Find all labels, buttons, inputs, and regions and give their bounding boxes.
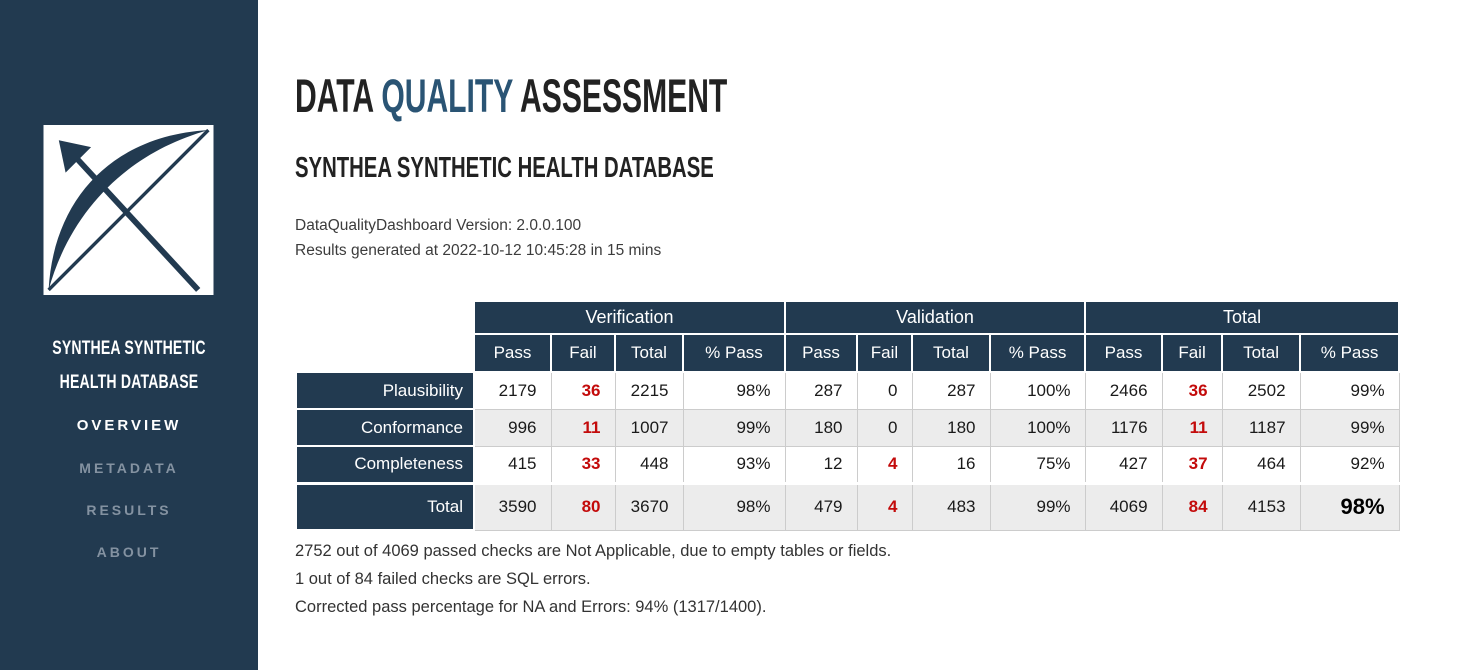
cell-fail: 0 (856, 408, 913, 447)
footnote-not-applicable: 2752 out of 4069 passed checks are Not A… (295, 542, 892, 560)
cell: 2466 (1084, 371, 1163, 410)
row-label: Completeness (295, 445, 475, 484)
cell: 180 (784, 408, 858, 447)
cell: 99% (682, 408, 786, 447)
sidebar-database-title: SYNTHEA SYNTHETIC HEALTH DATABASE (52, 338, 206, 393)
cell: 3590 (473, 481, 552, 531)
cell: 92% (1299, 445, 1400, 484)
cell-fail: 36 (1161, 371, 1223, 410)
page-title-prefix: DATA (295, 69, 382, 122)
cell: 180 (911, 408, 991, 447)
table-row-conformance: Conformance 996 11 1007 99% 180 0 180 10… (295, 408, 1400, 447)
cell-fail: 84 (1161, 481, 1223, 531)
footnotes: 2752 out of 4069 passed checks are Not A… (295, 537, 1477, 621)
cell: 4153 (1221, 481, 1301, 531)
cell: 99% (989, 481, 1086, 531)
cell-fail: 0 (856, 371, 913, 410)
cell: 98% (682, 371, 786, 410)
bow-and-arrow-logo-icon (42, 125, 215, 295)
sub-header-row: Pass Fail Total % Pass Pass Fail Total %… (296, 333, 1401, 373)
col-header-fail: Fail (1161, 333, 1224, 373)
col-header-total: Total (614, 333, 684, 373)
cell: 99% (1299, 371, 1400, 410)
cell: 98% (682, 481, 786, 531)
cell: 287 (784, 371, 858, 410)
cell: 16 (911, 445, 991, 484)
version-line: DataQualityDashboard Version: 2.0.0.100 (295, 217, 582, 234)
table-row-plausibility: Plausibility 2179 36 2215 98% 287 0 287 … (295, 371, 1400, 410)
cell-fail: 11 (550, 408, 616, 447)
group-header-validation: Validation (783, 300, 1087, 335)
cell: 427 (1084, 445, 1163, 484)
cell: 93% (682, 445, 786, 484)
col-header-pass: Pass (1084, 333, 1164, 373)
col-header-total: Total (911, 333, 991, 373)
col-header-total: Total (1221, 333, 1302, 373)
cell: 100% (989, 371, 1086, 410)
cell-fail: 11 (1161, 408, 1223, 447)
cell: 2502 (1221, 371, 1301, 410)
col-header-pass: Pass (473, 333, 552, 373)
sidebar: SYNTHEA SYNTHETIC HEALTH DATABASE OVERVI… (0, 0, 258, 670)
page-title: DATA QUALITY ASSESSMENT (295, 68, 727, 123)
cell: 75% (989, 445, 1086, 484)
col-header-pass: Pass (784, 333, 858, 373)
corner-blank (296, 301, 474, 334)
database-subtitle: SYNTHEA SYNTHETIC HEALTH DATABASE (295, 152, 714, 184)
cell: 483 (911, 481, 991, 531)
page-title-highlight: QUALITY (381, 69, 513, 122)
cell: 1187 (1221, 408, 1301, 447)
cell: 415 (473, 445, 552, 484)
cell: 12 (784, 445, 858, 484)
cell: 464 (1221, 445, 1301, 484)
col-header-pct-pass: % Pass (1299, 333, 1401, 373)
row-label: Conformance (295, 408, 475, 447)
cell: 3670 (614, 481, 684, 531)
cell-fail: 37 (1161, 445, 1223, 484)
overall-pass-percentage: 98% (1299, 481, 1400, 531)
group-header-total: Total (1084, 300, 1401, 335)
sidebar-item-overview[interactable]: OVERVIEW (76, 417, 182, 434)
cell: 2179 (473, 371, 552, 410)
cell-fail: 36 (550, 371, 616, 410)
page-title-suffix: ASSESSMENT (512, 69, 728, 122)
group-header-row: Verification Validation Total (296, 300, 1401, 335)
sidebar-item-results[interactable]: RESULTS (86, 502, 172, 518)
sidebar-nav: OVERVIEW METADATA RESULTS ABOUT (0, 404, 258, 573)
col-header-fail: Fail (856, 333, 913, 373)
cell: 287 (911, 371, 991, 410)
meta-lines: DataQualityDashboard Version: 2.0.0.100 … (295, 213, 1477, 263)
cell: 1007 (614, 408, 684, 447)
cell: 996 (473, 408, 552, 447)
cell: 99% (1299, 408, 1400, 447)
cell: 479 (784, 481, 858, 531)
sidebar-item-about[interactable]: ABOUT (96, 544, 162, 560)
results-summary-table: Verification Validation Total Pass Fail … (295, 300, 1401, 531)
footnote-corrected-pass: Corrected pass percentage for NA and Err… (295, 598, 767, 616)
cell: 100% (989, 408, 1086, 447)
col-header-fail: Fail (550, 333, 616, 373)
cell-fail: 4 (856, 445, 913, 484)
row-label: Total (295, 481, 475, 531)
group-header-verification: Verification (473, 300, 786, 335)
main-content: DATA QUALITY ASSESSMENT SYNTHEA SYNTHETI… (258, 0, 1477, 670)
sidebar-item-metadata[interactable]: METADATA (79, 460, 179, 476)
cell-fail: 33 (550, 445, 616, 484)
corner-blank (296, 334, 474, 372)
table-row-total: Total 3590 80 3670 98% 479 4 483 99% 406… (295, 481, 1400, 531)
cell: 2215 (614, 371, 684, 410)
table-row-completeness: Completeness 415 33 448 93% 12 4 16 75% … (295, 445, 1400, 484)
cell: 4069 (1084, 481, 1163, 531)
footnote-sql-errors: 1 out of 84 failed checks are SQL errors… (295, 570, 591, 588)
cell: 448 (614, 445, 684, 484)
cell: 1176 (1084, 408, 1163, 447)
col-header-pct-pass: % Pass (988, 333, 1087, 373)
row-label: Plausibility (295, 371, 475, 410)
cell-fail: 4 (856, 481, 913, 531)
col-header-pct-pass: % Pass (682, 333, 786, 373)
cell-fail: 80 (550, 481, 616, 531)
generated-line: Results generated at 2022-10-12 10:45:28… (295, 242, 662, 259)
